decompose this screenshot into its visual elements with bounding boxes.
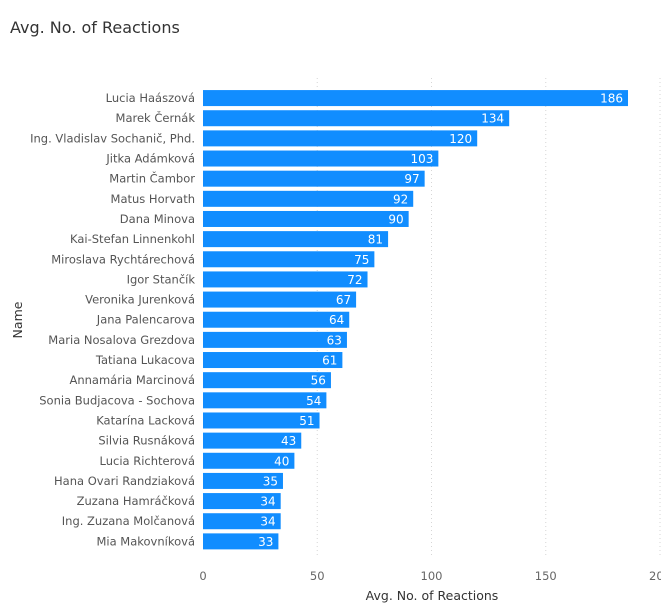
category-label: Lucia Richterová [100, 454, 195, 468]
category-label: Marek Černák [116, 110, 196, 125]
bar[interactable] [203, 251, 375, 268]
bar[interactable] [203, 472, 283, 489]
category-label: Sonia Budjacova - Sochova [39, 393, 195, 407]
bar[interactable] [203, 90, 629, 107]
category-label: Dana Minova [120, 212, 195, 226]
data-label: 33 [258, 535, 273, 549]
bar[interactable] [203, 170, 425, 187]
bar[interactable] [203, 513, 281, 530]
bar[interactable] [203, 392, 327, 409]
category-label: Tatiana Lukacova [95, 353, 195, 367]
bar[interactable] [203, 231, 389, 248]
category-label: Ing. Vladislav Sochanič, Phd. [30, 131, 195, 145]
bar[interactable] [203, 493, 281, 510]
category-label: Zuzana Hamráčková [77, 494, 195, 508]
category-label: Martin Čambor [109, 171, 195, 186]
data-label: 75 [354, 253, 369, 267]
category-label: Mia Makovníková [96, 534, 195, 548]
category-label: Jana Palencarova [96, 313, 195, 327]
bar[interactable] [203, 412, 320, 429]
data-label: 92 [393, 192, 408, 206]
data-label: 97 [404, 172, 419, 186]
data-label: 72 [347, 273, 362, 287]
x-tick-label: 0 [199, 569, 206, 583]
data-label: 186 [600, 92, 623, 106]
data-label: 67 [336, 293, 351, 307]
category-label: Hana Ovari Randziaková [54, 474, 195, 488]
data-label: 54 [306, 394, 321, 408]
data-label: 35 [263, 474, 278, 488]
bar[interactable] [203, 130, 478, 147]
data-label: 64 [329, 313, 344, 327]
data-label: 43 [281, 434, 296, 448]
category-label: Maria Nosalova Grezdova [48, 333, 195, 347]
bar[interactable] [203, 533, 279, 550]
category-label: Jitka Adámková [105, 152, 195, 166]
bar[interactable] [203, 372, 331, 389]
bar[interactable] [203, 331, 347, 348]
bar[interactable] [203, 452, 295, 469]
data-label: 34 [260, 495, 275, 509]
category-label: Lucia Haászová [106, 91, 195, 105]
grid-layer [316, 78, 661, 558]
data-label: 34 [260, 515, 275, 529]
category-label: Katarína Lacková [96, 413, 195, 427]
bar[interactable] [203, 190, 414, 207]
data-label: 56 [311, 374, 326, 388]
bars-layer: 186 134 120 103 97 92 90 81 75 72 67 64 63 61 56 54 5143… [203, 90, 629, 550]
data-label: 103 [410, 152, 433, 166]
category-label: Miroslava Rychtárechová [51, 252, 195, 266]
x-tick-label: 50 [310, 569, 325, 583]
category-label: Kai-Stefan Linnenkohl [70, 232, 195, 246]
category-label: Ing. Zuzana Molčanová [62, 514, 195, 528]
x-tick-labels: 0 50 100 150 200 [199, 569, 661, 583]
category-labels: Lucia Haászová Marek Černák Ing. Vladislav… [30, 91, 195, 548]
category-label: Veronika Jurenková [85, 293, 195, 307]
bar[interactable] [203, 352, 343, 369]
chart-title: Avg. No. of Reactions [10, 18, 180, 37]
x-tick-label: 100 [421, 569, 443, 583]
data-label: 81 [368, 233, 383, 247]
bar[interactable] [203, 110, 510, 127]
category-label: Annamária Marcinová [69, 373, 195, 387]
category-label: Igor Stančík [127, 272, 196, 286]
data-label: 90 [388, 212, 403, 226]
data-label: 51 [299, 414, 314, 428]
x-tick-label: 150 [535, 569, 557, 583]
category-label: Silvia Rusnáková [98, 434, 195, 448]
x-tick-label: 200 [649, 569, 661, 583]
category-label: Matus Horvath [111, 192, 195, 206]
bar[interactable] [203, 432, 302, 449]
bar[interactable] [203, 291, 357, 308]
data-label: 120 [449, 132, 472, 146]
x-axis-title: Avg. No. of Reactions [366, 588, 499, 603]
bar[interactable] [203, 210, 409, 227]
y-axis-title: Name [10, 301, 25, 338]
bar[interactable] [203, 150, 439, 167]
bar[interactable] [203, 271, 368, 288]
data-label: 40 [274, 454, 289, 468]
bar[interactable] [203, 311, 350, 328]
data-label: 61 [322, 354, 337, 368]
data-label: 134 [481, 112, 504, 126]
data-label: 63 [327, 333, 342, 347]
